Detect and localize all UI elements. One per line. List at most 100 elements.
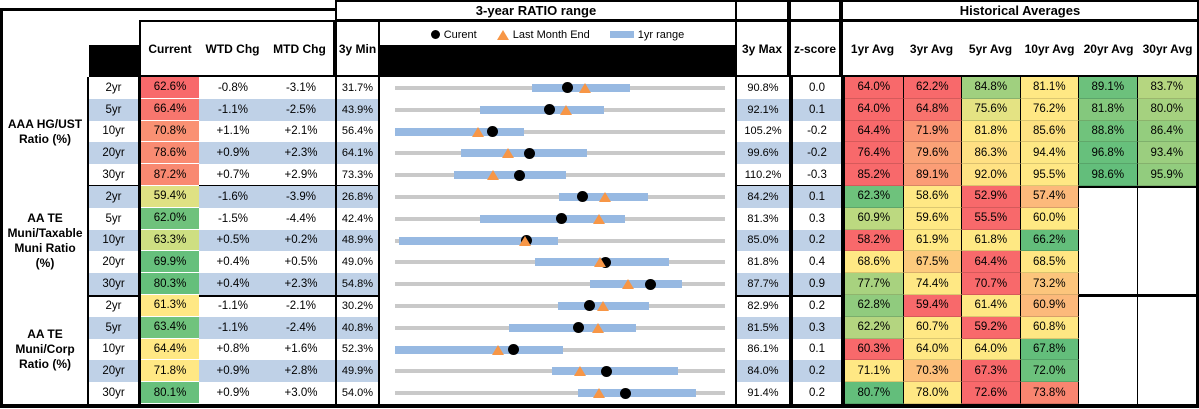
3y-min-cell: 49.0% (341, 256, 374, 269)
current-ratio-cell: 71.8% (141, 360, 199, 383)
avg-cell (1138, 317, 1197, 339)
avg-cell: 98.6% (1079, 164, 1138, 186)
last-month-triangle-icon (496, 29, 509, 40)
3y-max-cell: 87.7% (737, 273, 789, 295)
avg-cell: 64.4% (845, 120, 904, 143)
avg-cell: 95.5% (1020, 164, 1079, 186)
historical-averages-cells: 62.3% 58.6% 52.9% 57.4% (845, 186, 1196, 208)
avg-cell: 60.0% (1020, 207, 1079, 230)
3y-max-cell: 99.6% (737, 142, 789, 165)
mtd-change-cell: -2.4% (267, 316, 335, 339)
col-header-3y-max: 3y Max (735, 20, 789, 77)
avg-cell (1079, 186, 1138, 208)
avg-cell: 95.9% (1137, 164, 1196, 186)
col-header-current: Current (148, 41, 192, 56)
col-header-10yr-avg: 10yr Avg (1024, 41, 1075, 56)
3y-max-cell: 82.9% (747, 299, 779, 312)
avg-cell (1079, 295, 1138, 317)
avg-cell: 86.3% (962, 142, 1021, 165)
legend-black-bar (380, 45, 735, 75)
3y-min-cell: 54.0% (341, 387, 374, 400)
wtd-change-cell: +0.9% (216, 387, 250, 400)
mtd-change-cell: -3.1% (285, 81, 317, 94)
avg-cell: 75.6% (962, 98, 1021, 121)
group-label: AAA HG/UST Ratio (%) (3, 77, 87, 186)
current-ratio-cell: 80.3% (141, 273, 199, 295)
range-chart-cell (380, 316, 735, 339)
divider (0, 8, 3, 407)
mtd-change-cell: +2.9% (284, 169, 318, 182)
3y-max-cell: 81.8% (747, 256, 779, 269)
table-row: 20yr 78.6% +0.9% +2.3% 64.1% 99.6% -0.2 … (0, 142, 1199, 165)
divider (87, 77, 89, 407)
tenor-cell: 2yr (105, 299, 122, 312)
avg-cell: 61.9% (903, 229, 962, 252)
avg-cell: 58.6% (903, 186, 962, 208)
wtd-change-cell: +0.4% (216, 256, 250, 269)
divider (0, 8, 337, 11)
wtd-change-cell: +0.8% (216, 343, 250, 356)
z-score-cell: 0.2 (793, 229, 841, 252)
divider (841, 77, 845, 407)
avg-cell: 80.7% (845, 382, 904, 404)
tenor-cell: 5yr (89, 98, 138, 121)
3y-max-cell: 110.2% (744, 169, 782, 182)
avg-cell: 60.3% (845, 338, 904, 361)
avg-cell: 80.0% (1137, 98, 1196, 121)
table-row: 10yr 63.3% +0.5% +0.2% 48.9% 85.0% 0.2 5… (0, 229, 1199, 252)
avg-cell: 62.3% (845, 186, 904, 208)
historical-averages-cells: 60.3% 64.0% 64.0% 67.8% (845, 338, 1196, 361)
avg-cell (1138, 295, 1197, 317)
3y-max-cell: 86.1% (747, 343, 779, 356)
col-header-wtd-chg: WTD Chg (205, 41, 260, 56)
last-month-triangle-icon (621, 279, 634, 290)
last-month-triangle-icon (502, 148, 515, 159)
1yr-range-bar (395, 127, 525, 136)
avg-cell: 67.8% (1020, 338, 1079, 361)
legend-last-month-label: Last Month End (512, 28, 590, 41)
table-row: 5yr 63.4% -1.1% -2.4% 40.8% 81.5% 0.3 62… (0, 316, 1199, 339)
legend-last-month: Last Month End (496, 28, 590, 41)
3y-min-cell: 43.9% (337, 98, 378, 121)
current-dot-icon (584, 300, 596, 312)
range-chart-cell (380, 120, 735, 143)
avg-cell: 61.8% (962, 229, 1021, 252)
range-chart-cell (380, 142, 735, 165)
avg-cell (1079, 316, 1138, 339)
avg-cell: 78.0% (903, 382, 962, 404)
avg-cell (1079, 229, 1138, 252)
tenor-cell: 20yr (89, 360, 138, 383)
wtd-change-cell: -1.1% (199, 98, 267, 121)
wtd-change-cell: +0.7% (216, 169, 250, 182)
3y-max-cell: 84.2% (737, 186, 789, 208)
3y-min-cell: 52.3% (341, 343, 374, 356)
avg-cell: 73.8% (1020, 382, 1079, 404)
3y-range-track (395, 238, 725, 243)
current-ratio-cell: 63.3% (141, 229, 199, 252)
avg-cell: 83.7% (1137, 77, 1196, 99)
tenor-cell: 30yr (102, 169, 125, 182)
last-month-triangle-icon (560, 104, 573, 115)
last-month-triangle-icon (591, 322, 604, 333)
mtd-change-cell: -4.4% (285, 212, 317, 225)
avg-cell: 72.0% (1020, 360, 1079, 383)
table-row: 30yr 80.1% +0.9% +3.0% 54.0% 91.4% 0.2 8… (0, 382, 1199, 404)
avg-cell: 89.1% (1079, 77, 1138, 99)
divider (1196, 77, 1199, 407)
historical-averages-cells: 76.4% 79.6% 86.3% 94.4% 96.8% 93.4% (845, 142, 1196, 165)
historical-averages-cells: 64.4% 71.9% 81.8% 85.6% 88.8% 86.4% (845, 120, 1196, 143)
table-row: 2yr 59.4% -1.6% -3.9% 26.8% 84.2% 0.1 62… (0, 186, 1199, 208)
avg-cell (1079, 251, 1138, 274)
col-header-20yr-avg: 20yr Avg (1083, 41, 1134, 56)
current-ratio-cell: 62.0% (141, 207, 199, 230)
avg-cell (1138, 186, 1197, 208)
range-chart-header: Curent Last Month End 1yr range (378, 20, 737, 77)
avg-cell: 59.2% (962, 316, 1021, 339)
mtd-change-cell: +1.6% (284, 343, 318, 356)
avg-cell: 58.2% (845, 229, 904, 252)
col-header-z-score: z-score (789, 20, 841, 77)
table-row: 30yr 80.3% +0.4% +2.3% 54.8% 87.7% 0.9 7… (0, 273, 1199, 295)
3y-min-cell: 26.8% (337, 186, 378, 208)
current-dot-icon (576, 191, 588, 203)
